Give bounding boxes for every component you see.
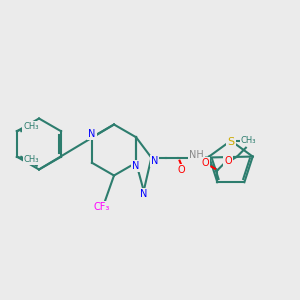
Text: O: O [202,158,209,168]
Text: CH₃: CH₃ [24,155,39,164]
Text: N: N [88,129,96,139]
Text: NH: NH [189,150,204,160]
Text: N: N [132,161,140,171]
Text: CH₃: CH₃ [23,122,39,131]
Text: N: N [140,189,147,199]
Text: S: S [227,137,234,147]
Text: N: N [151,156,158,166]
Text: CF₃: CF₃ [94,202,110,212]
Text: O: O [178,165,185,175]
Text: O: O [224,156,232,166]
Text: CH₃: CH₃ [240,136,256,145]
